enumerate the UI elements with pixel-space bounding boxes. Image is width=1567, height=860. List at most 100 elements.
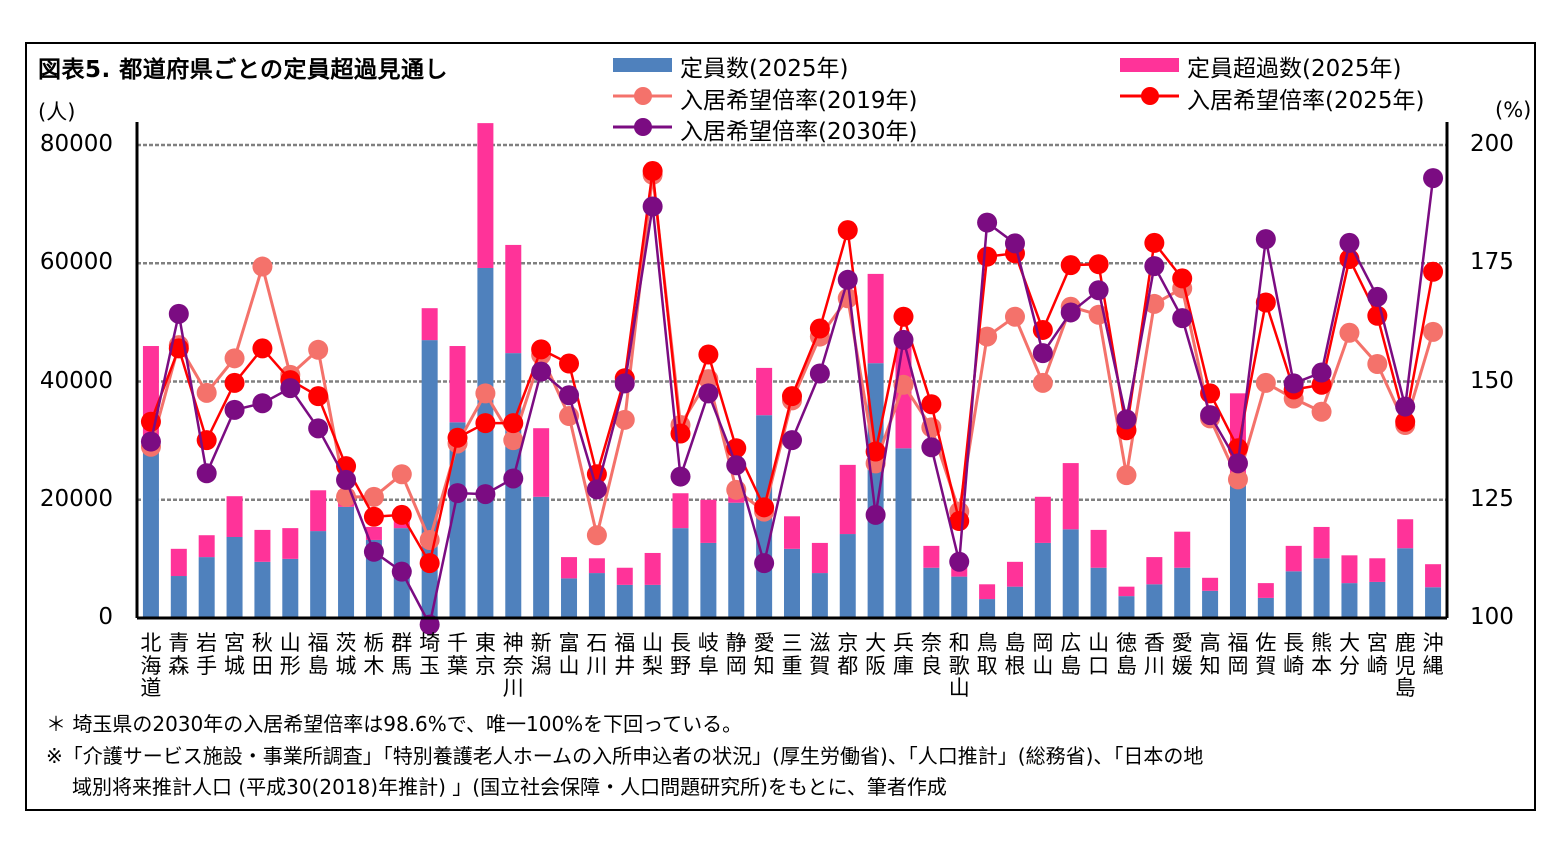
bar-excess bbox=[226, 496, 243, 537]
bar-excess bbox=[1090, 529, 1107, 568]
bar-excess bbox=[784, 516, 800, 549]
x-category-label: 富山 bbox=[558, 631, 580, 678]
point-rate2025 bbox=[698, 344, 719, 365]
x-category-label: 沖縄 bbox=[1422, 631, 1444, 678]
point-rate2030 bbox=[1367, 286, 1388, 307]
point-rate2030 bbox=[698, 383, 719, 404]
right-tick-label: 200 bbox=[1470, 131, 1514, 157]
figure-frame bbox=[25, 42, 1536, 811]
bar-capacity bbox=[142, 443, 159, 618]
point-rate2030 bbox=[782, 430, 802, 451]
chart-title: 図表5. 都道府県ごとの定員超過見通し bbox=[38, 57, 449, 83]
point-rate2019 bbox=[1311, 401, 1332, 422]
x-category-label: 香川 bbox=[1143, 631, 1165, 678]
point-rate2025 bbox=[1172, 268, 1193, 289]
point-rate2030 bbox=[308, 418, 329, 439]
point-rate2030 bbox=[1255, 229, 1276, 250]
bar-capacity bbox=[1257, 597, 1274, 618]
note-source-line2: 域別将来推計人口 (平成30(2018)年推計) 」(国立社会保障・人口問題研究… bbox=[72, 775, 947, 799]
x-category-label: 宮城 bbox=[224, 631, 246, 678]
point-rate2025 bbox=[893, 306, 914, 327]
point-rate2019 bbox=[1227, 469, 1248, 490]
x-category-label: 長野 bbox=[670, 631, 691, 678]
point-rate2030 bbox=[670, 466, 691, 487]
point-rate2030 bbox=[336, 469, 357, 490]
point-rate2030 bbox=[586, 479, 607, 500]
bar-excess bbox=[1341, 555, 1358, 584]
bar-excess bbox=[867, 273, 884, 364]
point-rate2019 bbox=[196, 382, 217, 403]
point-rate2025 bbox=[865, 441, 886, 462]
bar-excess bbox=[1257, 583, 1274, 598]
point-rate2025 bbox=[531, 339, 552, 360]
x-category-label: 長崎 bbox=[1283, 631, 1305, 678]
point-rate2019 bbox=[308, 339, 329, 360]
left-tick-label: 60000 bbox=[39, 249, 113, 276]
x-category-label: 京都 bbox=[837, 631, 859, 678]
bar-capacity bbox=[784, 548, 800, 618]
bar-capacity bbox=[561, 578, 578, 618]
x-category-label: 岐阜 bbox=[697, 631, 719, 678]
x-category-label: 東京 bbox=[474, 631, 496, 678]
point-rate2030 bbox=[809, 363, 830, 384]
point-rate2019 bbox=[475, 383, 496, 404]
left-axis-unit: (人) bbox=[38, 100, 76, 124]
bar-excess bbox=[477, 123, 494, 268]
point-rate2019 bbox=[363, 486, 384, 507]
bar-capacity bbox=[226, 536, 243, 618]
point-rate2030 bbox=[1004, 233, 1025, 254]
point-rate2030 bbox=[280, 378, 301, 399]
bar-excess bbox=[170, 548, 187, 577]
point-rate2030 bbox=[1423, 168, 1444, 189]
point-rate2030 bbox=[754, 553, 775, 574]
left-tick-label: 0 bbox=[98, 604, 113, 630]
bar-excess bbox=[811, 542, 828, 574]
x-category-label: 奈良 bbox=[920, 631, 942, 678]
point-rate2025 bbox=[503, 413, 524, 434]
legend-rate2025-marker bbox=[1141, 87, 1159, 105]
point-rate2025 bbox=[224, 372, 245, 393]
point-rate2030 bbox=[168, 303, 189, 324]
point-rate2030 bbox=[614, 373, 635, 394]
bar-excess bbox=[1062, 463, 1079, 530]
bar-capacity bbox=[1313, 558, 1330, 618]
x-category-label: 徳島 bbox=[1115, 631, 1137, 678]
bar-capacity bbox=[1425, 587, 1442, 618]
point-rate2025 bbox=[1060, 255, 1081, 276]
x-category-label: 茨城 bbox=[335, 631, 357, 678]
point-rate2019 bbox=[614, 409, 635, 430]
x-category-label: 山口 bbox=[1088, 631, 1110, 678]
note-asterisk: ＊ 埼玉県の2030年の入居希望倍率は98.6%で、唯一100%を下回っている。 bbox=[46, 712, 743, 736]
left-tick-label: 80000 bbox=[39, 131, 113, 157]
right-tick-label: 100 bbox=[1470, 604, 1514, 630]
bar-capacity bbox=[421, 340, 438, 618]
bar-excess bbox=[1285, 545, 1302, 572]
bar-capacity bbox=[338, 506, 355, 618]
x-category-label: 愛媛 bbox=[1171, 631, 1193, 678]
x-category-label: 宮崎 bbox=[1366, 631, 1388, 678]
x-category-label: 広島 bbox=[1060, 631, 1082, 678]
point-rate2025 bbox=[782, 386, 802, 407]
bar-capacity bbox=[979, 599, 996, 618]
x-category-label: 北海道 bbox=[140, 631, 162, 700]
bar-capacity bbox=[895, 448, 912, 618]
bar-capacity bbox=[672, 528, 689, 618]
bar-capacity bbox=[449, 422, 466, 618]
bar-capacity bbox=[728, 502, 745, 618]
bar-capacity bbox=[1285, 571, 1302, 618]
legend-rate2019-label: 入居希望倍率(2019年) bbox=[680, 88, 918, 114]
bar-excess bbox=[839, 464, 856, 535]
bar-capacity bbox=[1174, 567, 1191, 618]
bar-excess bbox=[561, 557, 578, 579]
x-category-label: 和歌山 bbox=[948, 631, 970, 700]
point-rate2019 bbox=[977, 326, 998, 347]
bar-capacity bbox=[1146, 584, 1163, 618]
point-rate2025 bbox=[754, 497, 775, 518]
point-rate2019 bbox=[1004, 306, 1025, 327]
bar-excess bbox=[672, 493, 689, 529]
x-category-label: 神奈川 bbox=[502, 631, 524, 700]
point-rate2025 bbox=[1144, 232, 1165, 253]
point-rate2019 bbox=[224, 348, 245, 369]
x-category-label: 鳥取 bbox=[976, 631, 998, 678]
x-category-label: 栃木 bbox=[363, 631, 385, 678]
